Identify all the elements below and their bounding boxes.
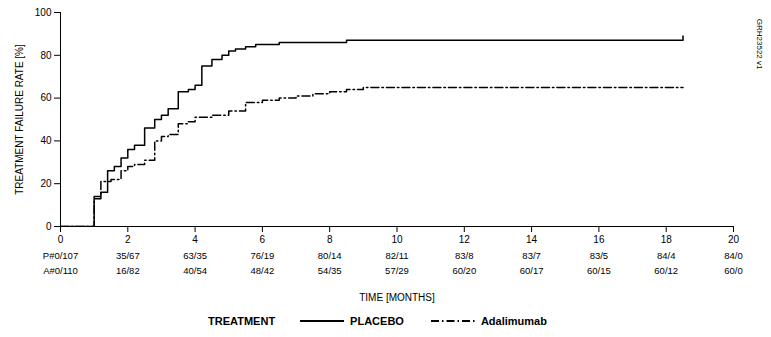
svg-text:20: 20: [728, 234, 740, 245]
svg-text:TREATMENT FAILURE RATE [%]: TREATMENT FAILURE RATE [%]: [14, 44, 25, 195]
svg-text:14: 14: [526, 234, 538, 245]
svg-text:100: 100: [35, 7, 52, 18]
svg-text:80/14: 80/14: [318, 250, 342, 261]
svg-text:84/4: 84/4: [657, 250, 676, 261]
svg-text:4: 4: [192, 234, 198, 245]
svg-text:60/15: 60/15: [587, 265, 611, 276]
svg-text:83/8: 83/8: [455, 250, 474, 261]
svg-text:60/0: 60/0: [724, 265, 743, 276]
svg-text:40/54: 40/54: [183, 265, 207, 276]
svg-text:84/0: 84/0: [724, 250, 743, 261]
svg-text:48/42: 48/42: [251, 265, 275, 276]
svg-text:54/35: 54/35: [318, 265, 342, 276]
svg-text:82/11: 82/11: [385, 250, 408, 261]
html-text:TREATMENT: TREATMENT: [208, 315, 276, 327]
svg-text:8: 8: [327, 234, 333, 245]
svg-text:83/5: 83/5: [590, 250, 609, 261]
html-text:PLACEBO: PLACEBO: [350, 315, 404, 327]
svg-text:A#0/110: A#0/110: [43, 265, 78, 276]
svg-text:63/35: 63/35: [183, 250, 207, 261]
svg-text:0: 0: [46, 221, 52, 232]
svg-text:83/7: 83/7: [522, 250, 541, 261]
svg-text:TIME [MONTHS]: TIME [MONTHS]: [359, 292, 435, 303]
svg-text:10: 10: [391, 234, 403, 245]
svg-text:16/82: 16/82: [116, 265, 140, 276]
svg-text:60/17: 60/17: [520, 265, 544, 276]
svg-text:12: 12: [459, 234, 471, 245]
svg-text:60/12: 60/12: [654, 265, 678, 276]
svg-text:0: 0: [58, 234, 64, 245]
svg-text:2: 2: [125, 234, 131, 245]
svg-text:16: 16: [593, 234, 605, 245]
svg-text:18: 18: [661, 234, 673, 245]
svg-text:60/20: 60/20: [452, 265, 476, 276]
html-text:Adalimumab: Adalimumab: [480, 315, 547, 327]
svg-text:76/19: 76/19: [251, 250, 275, 261]
svg-text:GRH23522 v1: GRH23522 v1: [755, 19, 764, 70]
svg-text:35/67: 35/67: [116, 250, 140, 261]
svg-text:80: 80: [40, 50, 52, 61]
svg-text:6: 6: [260, 234, 266, 245]
svg-text:20: 20: [40, 178, 52, 189]
svg-text:P#0/107: P#0/107: [43, 250, 78, 261]
svg-text:57/29: 57/29: [385, 265, 409, 276]
svg-text:60: 60: [40, 92, 52, 103]
svg-text:40: 40: [40, 135, 52, 146]
